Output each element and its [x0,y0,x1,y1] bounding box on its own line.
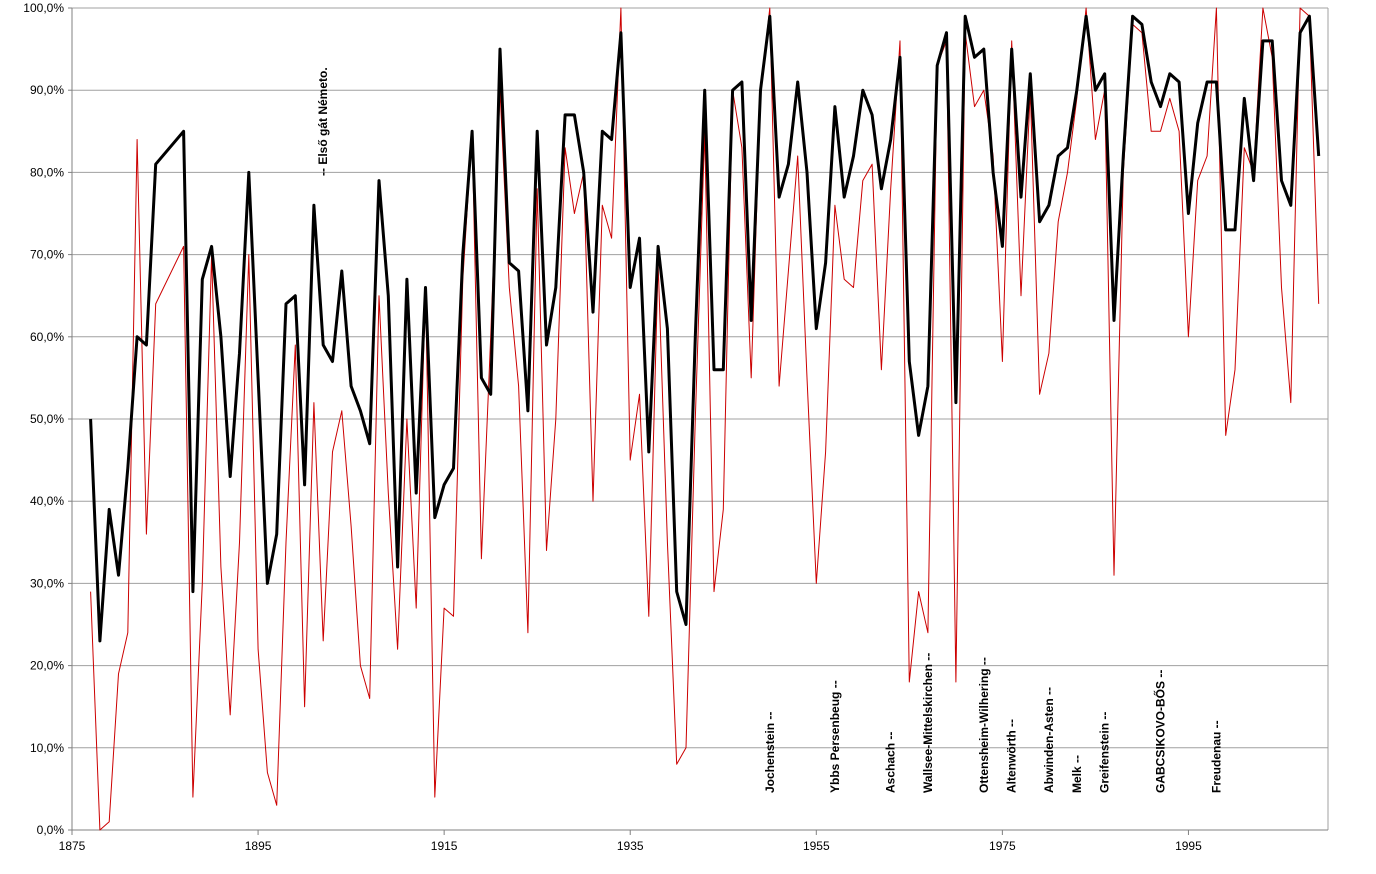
annotation-label: Abwinden-Asten -- [1042,687,1056,793]
annotation-label: Altenwörth -- [1005,719,1019,793]
y-tick-label: 100,0% [23,1,64,15]
x-tick-label: 1995 [1175,839,1202,853]
y-tick-label: 40,0% [30,494,64,508]
annotation-label: Ybbs Persenbeug -- [828,680,842,793]
x-tick-label: 1895 [245,839,272,853]
x-tick-label: 1915 [431,839,458,853]
x-axis-tick-labels: 1875 1895 1915 1935 1955 1975 1995 [59,830,1202,853]
series-line-1 [90,7,1320,831]
series-line-2 [89,14,1321,643]
series-group [89,7,1321,831]
y-axis-tick-labels: 0,0% 10,0% 20,0% 30,0% 40,0% 50,0% 60,0% 70,0% 8… [23,1,72,837]
y-tick-label: 60,0% [30,330,64,344]
x-tick-label: 1975 [989,839,1016,853]
annotation-label: Greifenstein -- [1098,712,1112,793]
y-tick-label: 90,0% [30,83,64,97]
annotation-label: -- Első gát Németo. [316,67,330,176]
gridlines [72,7,1329,830]
y-tick-label: 20,0% [30,659,64,673]
x-tick-label: 1875 [59,839,86,853]
x-tick-label: 1935 [617,839,644,853]
y-tick-label: 80,0% [30,165,64,179]
y-tick-label: 0,0% [37,823,65,837]
annotation-label: Ottensheim-Wilhering -- [977,657,991,793]
x-tick-label: 1955 [803,839,830,853]
annotation-label: GABCSIKOVO-BŐS -- [1153,670,1168,793]
annotations-group: -- Első gát Németo. Jochenstein -- Ybbs Pe… [316,67,1223,793]
annotation-label: Aschach -- [884,732,898,793]
annotation-label: Wallsee-Mittelskirchen -- [921,653,935,793]
annotation-label: Jochenstein -- [763,712,777,793]
annotation-label: Melk -- [1070,755,1084,793]
y-tick-label: 50,0% [30,412,64,426]
y-tick-label: 70,0% [30,248,64,262]
y-tick-label: 10,0% [30,741,64,755]
annotation-label: Freudenau -- [1209,720,1223,793]
y-tick-label: 30,0% [30,576,64,590]
